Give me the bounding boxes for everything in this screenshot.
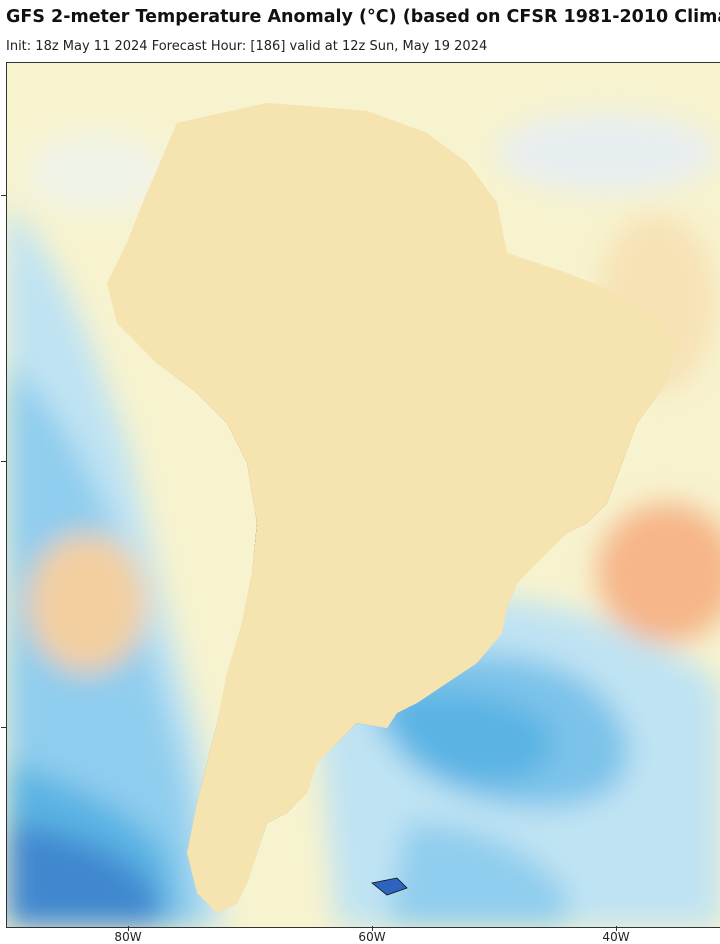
lat-tick xyxy=(1,727,6,728)
map-canvas xyxy=(7,63,720,927)
lon-label-60w: 60W xyxy=(358,930,386,944)
map-subtitle: Init: 18z May 11 2024 Forecast Hour: [18… xyxy=(6,39,488,54)
lon-tick xyxy=(616,926,617,931)
lat-tick xyxy=(1,461,6,462)
lon-tick xyxy=(372,926,373,931)
falkland-islands xyxy=(371,877,408,896)
map-title: GFS 2-meter Temperature Anomaly (°C) (ba… xyxy=(6,7,720,27)
lon-label-80w: 80W xyxy=(114,930,142,944)
lat-tick xyxy=(1,195,6,196)
temperature-anomaly-map[interactable] xyxy=(6,62,720,928)
header: GFS 2-meter Temperature Anomaly (°C) (ba… xyxy=(0,0,720,62)
lon-tick xyxy=(128,926,129,931)
lon-label-40w: 40W xyxy=(602,930,630,944)
